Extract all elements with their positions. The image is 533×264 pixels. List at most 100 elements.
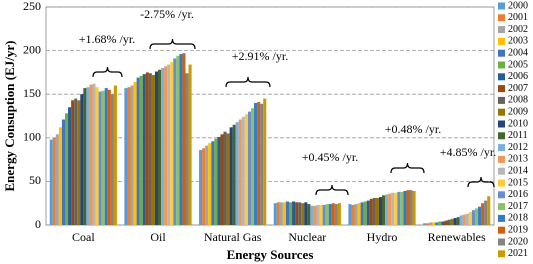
bar [369, 198, 373, 225]
bar [113, 85, 117, 225]
y-tick-label: 50 [29, 173, 41, 187]
bar [161, 68, 165, 225]
bar [151, 75, 155, 226]
bar [295, 202, 299, 225]
x-axis-label: Energy Sources [227, 247, 314, 262]
legend-label: 2013 [508, 154, 528, 165]
bar [279, 202, 283, 225]
bar [145, 72, 149, 226]
bar [83, 88, 87, 225]
bar [474, 208, 479, 225]
bar [167, 64, 171, 225]
bar [74, 98, 78, 225]
bar [429, 222, 433, 225]
legend-label: 2019 [508, 224, 528, 235]
bar [260, 103, 264, 225]
bar [77, 100, 81, 225]
annotation: +4.85% /yr. [440, 145, 496, 159]
brace [149, 38, 196, 50]
annotation: +2.91% /yr. [232, 49, 288, 63]
brace [467, 176, 495, 188]
legend-label: 2000 [508, 0, 528, 11]
bar [170, 61, 174, 225]
bar [107, 89, 111, 225]
bar [257, 102, 261, 225]
bar [229, 127, 233, 225]
bar [164, 66, 168, 226]
bar [328, 204, 332, 225]
legend-label: 2006 [508, 71, 528, 82]
bar [468, 211, 472, 225]
legend-swatch [498, 203, 505, 211]
bar [211, 141, 215, 225]
legend-swatch [498, 226, 505, 234]
x-tick-label: Renewables [428, 230, 486, 244]
legend-label: 2008 [508, 95, 528, 106]
bar [432, 222, 436, 225]
bar [223, 131, 227, 225]
bar [354, 204, 358, 225]
bar [98, 91, 102, 225]
bar [89, 84, 93, 225]
bar [205, 145, 209, 225]
bar [409, 190, 413, 225]
bar [316, 204, 320, 225]
legend-swatch [498, 132, 505, 140]
bar [423, 223, 427, 225]
x-tick-label: Oil [150, 230, 166, 244]
bar [199, 150, 203, 225]
bar [173, 58, 177, 226]
bar [179, 54, 183, 226]
bar [348, 204, 352, 225]
bar [214, 138, 218, 225]
bar [101, 90, 105, 225]
brace [390, 162, 425, 174]
bar [104, 88, 108, 225]
bar [426, 223, 430, 225]
bar [484, 200, 488, 225]
bar [148, 73, 152, 225]
legend-swatch [498, 144, 505, 152]
bar [263, 98, 267, 225]
bar [363, 201, 367, 225]
bar [450, 218, 454, 225]
bar [310, 205, 314, 225]
bar [378, 197, 382, 225]
legend-label: 2020 [508, 236, 528, 247]
bar [322, 204, 326, 225]
brace [315, 184, 349, 196]
legend-swatch [498, 214, 505, 222]
bar [400, 191, 404, 225]
bar [435, 222, 439, 225]
bar [61, 119, 66, 225]
legend-swatch [498, 85, 505, 93]
bar [217, 136, 221, 225]
legend-swatch [498, 73, 505, 81]
bar [438, 221, 442, 225]
bar [388, 193, 392, 225]
bar [158, 69, 162, 225]
legend-swatch [498, 179, 505, 187]
bar [487, 196, 491, 225]
bar [456, 217, 460, 225]
bar [133, 81, 137, 225]
annotation: +1.68% /yr. [79, 32, 135, 46]
bar [276, 202, 280, 225]
bar [462, 214, 466, 225]
bar [313, 205, 317, 225]
annotation: -2.75% /yr. [140, 7, 194, 21]
bar [136, 77, 140, 226]
bar [292, 201, 296, 225]
bar [176, 55, 180, 225]
bar [142, 74, 146, 225]
bar [80, 94, 84, 225]
bar [360, 202, 364, 225]
legend-swatch [498, 167, 505, 175]
legend-swatch [498, 250, 505, 258]
bar [86, 87, 90, 225]
legend-swatch [498, 155, 505, 163]
bar [307, 204, 311, 225]
annotation: +0.48% /yr. [385, 122, 441, 136]
bar [444, 220, 448, 225]
bar [52, 137, 56, 225]
